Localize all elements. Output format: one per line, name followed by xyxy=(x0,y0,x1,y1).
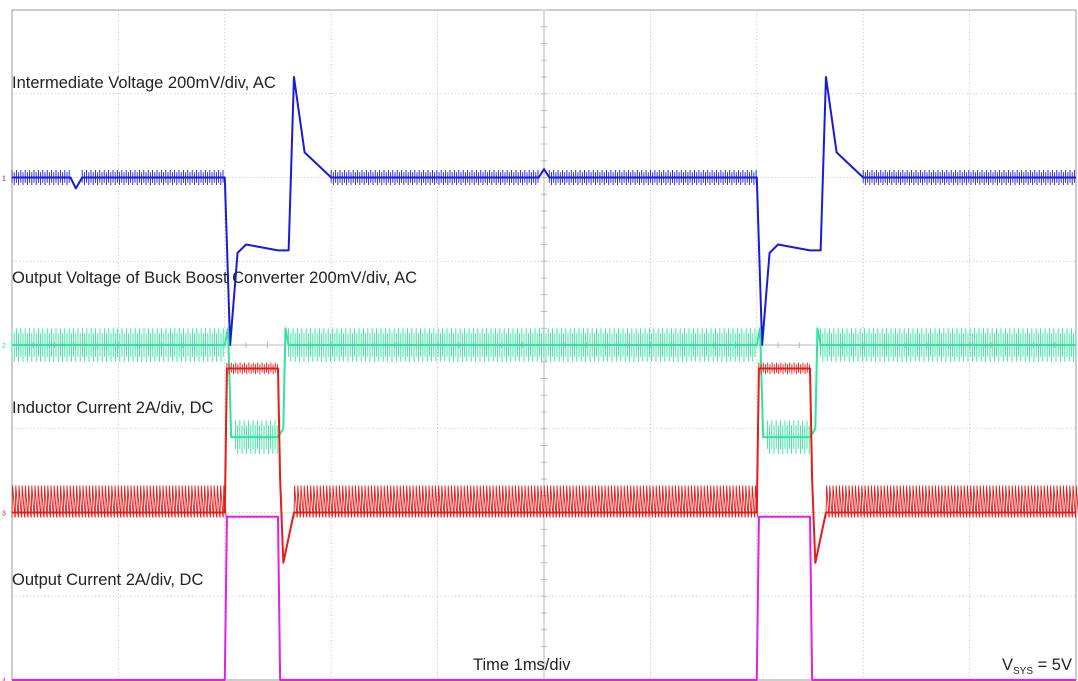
time-scale-label: Time 1ms/div xyxy=(473,656,571,674)
ch3-ripple xyxy=(11,362,1078,518)
vsys-suffix: = 5V xyxy=(1033,656,1072,674)
channel-markers: 1 2 3 4 xyxy=(2,176,6,681)
vsys-prefix: V xyxy=(1001,656,1013,674)
ch1-ripple xyxy=(11,170,1075,185)
ch2-trace xyxy=(12,327,1076,439)
ch3-label: Inductor Current 2A/div, DC xyxy=(12,399,214,417)
vsys-subscript: SYS xyxy=(1012,666,1033,677)
ch2-label: Output Voltage of Buck Boost Converter 2… xyxy=(12,269,418,287)
ch4-trace xyxy=(12,515,1076,681)
vsys-annotation: VSYS = 5V xyxy=(1002,657,1072,677)
ch1-label: Intermediate Voltage 200mV/div, AC xyxy=(12,74,276,92)
ch3-marker: 3 xyxy=(2,511,6,518)
waveform-traces xyxy=(11,76,1078,681)
ch4-marker: 4 xyxy=(2,678,6,681)
ch2-marker: 2 xyxy=(2,343,6,350)
ch1-marker: 1 xyxy=(2,176,6,183)
ch2-ripple xyxy=(11,328,1077,454)
ch4-label: Output Current 2A/div, DC xyxy=(12,571,204,589)
